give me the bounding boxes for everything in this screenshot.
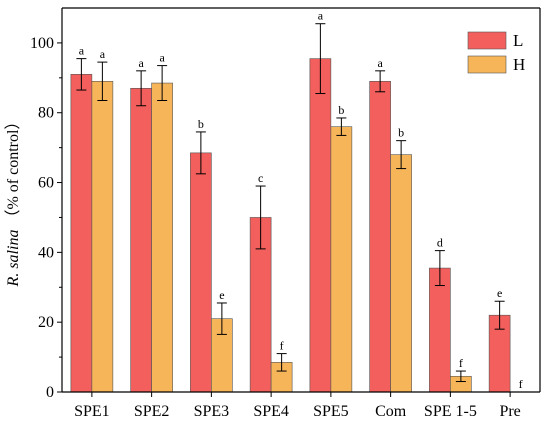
significance-label-H-2: e bbox=[219, 288, 224, 302]
plot-area: a a b c a a d e a a e f b b f f 0 20 40 60 80 100 SPE1 SPE2 SPE3… bbox=[30, 7, 541, 420]
significance-label-H-5: b bbox=[398, 126, 404, 140]
significance-label-H-7: f bbox=[519, 377, 523, 391]
bar-L-1 bbox=[130, 87, 152, 393]
x-tick-label-3: SPE4 bbox=[253, 403, 289, 420]
significance-label-L-1: a bbox=[138, 56, 144, 70]
bar-H-1 bbox=[151, 82, 173, 393]
significance-label-H-3: f bbox=[280, 339, 284, 353]
bar-L-0 bbox=[70, 74, 93, 393]
legend-label-H: H bbox=[513, 55, 525, 74]
y-axis-label-unit: （% of control） bbox=[4, 114, 22, 226]
x-tick-label-2: SPE3 bbox=[194, 403, 230, 420]
significance-label-L-7: e bbox=[497, 286, 502, 300]
significance-label-H-1: a bbox=[159, 51, 165, 65]
legend-swatch-H bbox=[467, 55, 507, 74]
significance-label-H-4: b bbox=[338, 103, 344, 117]
svg-text:R. salina （% of control: R. salina （% of control） bbox=[4, 114, 22, 288]
x-tick-label-0: SPE1 bbox=[74, 403, 110, 420]
bar-L-6 bbox=[429, 267, 451, 393]
significance-label-L-3: c bbox=[258, 171, 263, 185]
bar-H-0 bbox=[91, 81, 114, 393]
significance-label-L-6: d bbox=[437, 236, 443, 250]
significance-label-H-6: f bbox=[459, 356, 463, 370]
significance-label-L-4: a bbox=[318, 9, 324, 23]
y-tick-label-40: 40 bbox=[38, 244, 54, 261]
significance-label-H-0: a bbox=[100, 47, 106, 61]
y-axis-label-species: R. salina bbox=[5, 230, 22, 288]
legend-swatch-L bbox=[467, 31, 507, 50]
x-tick-label-1: SPE2 bbox=[134, 403, 170, 420]
y-axis-label: R. salina （% of control） bbox=[4, 114, 22, 288]
bar-L-4 bbox=[309, 58, 332, 393]
bar-H-4 bbox=[330, 126, 353, 393]
legend-label-L: L bbox=[513, 31, 523, 50]
bar-L-5 bbox=[369, 81, 391, 393]
bar-L-2 bbox=[190, 152, 212, 393]
bar-H-5 bbox=[390, 154, 412, 393]
x-tick-label-6: SPE 1-5 bbox=[424, 403, 477, 420]
y-tick-label-60: 60 bbox=[38, 175, 54, 192]
y-tick-label-100: 100 bbox=[30, 35, 54, 52]
y-tick-label-80: 80 bbox=[38, 105, 54, 122]
significance-label-L-0: a bbox=[79, 44, 85, 58]
x-tick-label-7: Pre bbox=[499, 403, 520, 420]
x-tick-label-4: SPE5 bbox=[313, 403, 349, 420]
significance-label-L-5: a bbox=[377, 56, 383, 70]
y-tick-label-0: 0 bbox=[46, 384, 54, 401]
x-tick-label-5: Com bbox=[375, 403, 407, 420]
significance-label-L-2: b bbox=[198, 117, 204, 131]
y-tick-label-20: 20 bbox=[38, 314, 54, 331]
